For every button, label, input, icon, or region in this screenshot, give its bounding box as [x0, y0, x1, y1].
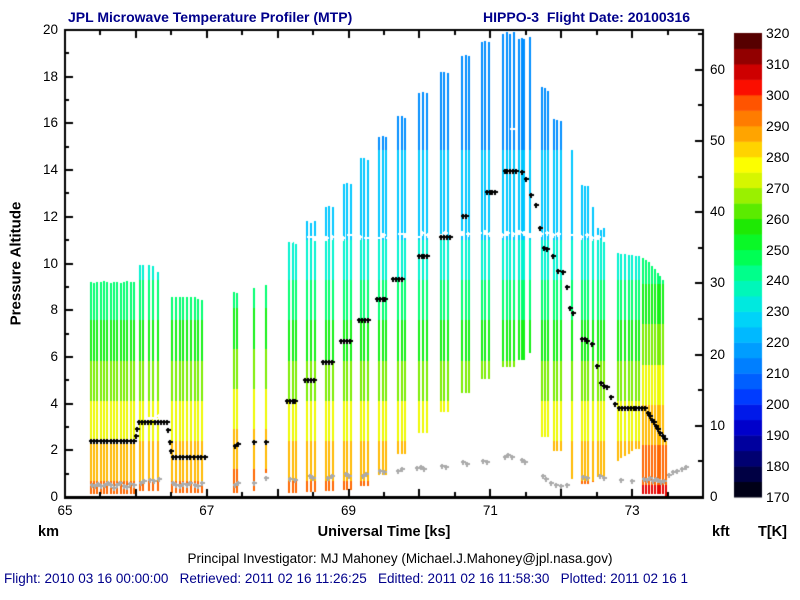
file-info-line: Flight: 2010 03 16 00:00:00 Retrieved: 2… [4, 571, 689, 586]
x-axis-label: Universal Time [ks] [317, 524, 451, 540]
y-axis-label: Pressure Altitude [7, 201, 25, 326]
principal-investigator-line: Principal Investigator: MJ Mahoney (Mich… [187, 551, 613, 566]
km-unit-label: km [38, 524, 59, 540]
plot-title: JPL Microwave Temperature Profiler (MTP) [68, 9, 353, 25]
temperature-unit-label: T[K] [758, 524, 787, 540]
flight-date-title: HIPPO-3 Flight Date: 20100316 [483, 9, 690, 25]
kft-unit-label: kft [712, 524, 730, 540]
